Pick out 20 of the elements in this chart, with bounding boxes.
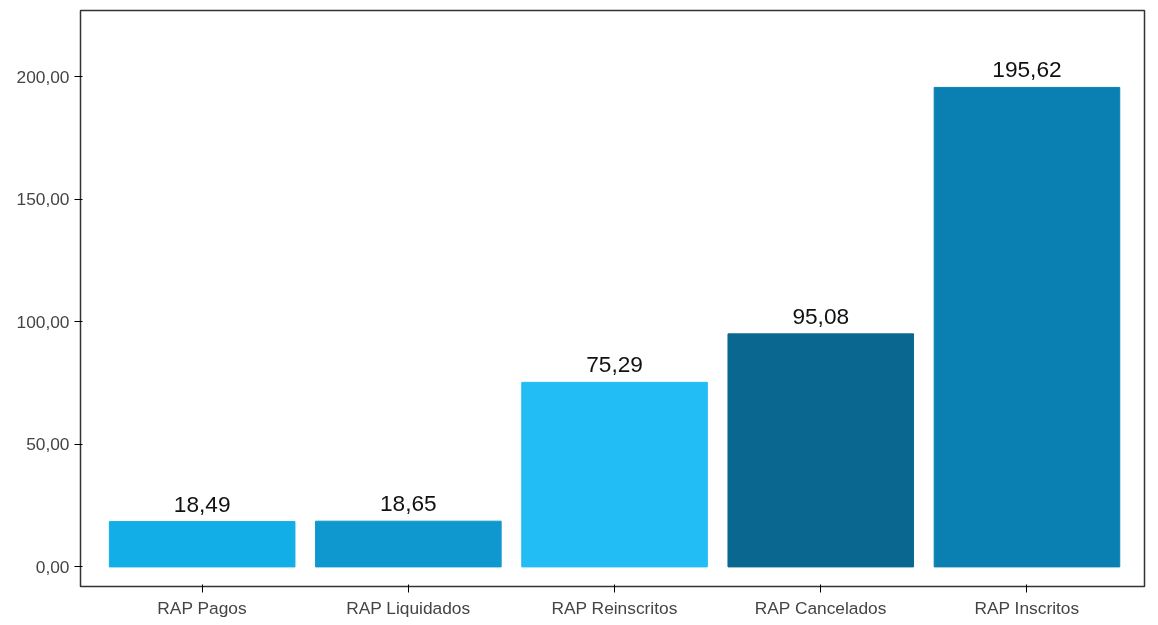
x-tick-label: RAP Inscritos — [974, 597, 1080, 618]
x-tick-label: RAP Reinscritos — [551, 597, 678, 618]
bar — [727, 333, 915, 568]
bar — [521, 381, 708, 568]
y-tick-label: 100,00 — [16, 311, 70, 332]
x-tick-label: RAP Cancelados — [754, 597, 887, 618]
data-label: 18,65 — [380, 490, 437, 517]
data-label: 75,29 — [586, 351, 643, 378]
bar — [933, 86, 1121, 568]
x-tick-label: RAP Pagos — [157, 597, 247, 618]
data-label: 195,62 — [992, 56, 1062, 83]
y-tick-label: 200,00 — [16, 66, 70, 87]
y-tick-label: 0,00 — [35, 556, 70, 577]
y-tick-label: 50,00 — [26, 434, 70, 455]
data-label: 95,08 — [792, 302, 850, 329]
data-label: 18,49 — [173, 490, 231, 517]
bar — [315, 520, 502, 568]
x-tick-label: RAP Liquidados — [346, 597, 471, 618]
bar — [108, 521, 296, 568]
y-tick-label: 150,00 — [16, 189, 70, 210]
